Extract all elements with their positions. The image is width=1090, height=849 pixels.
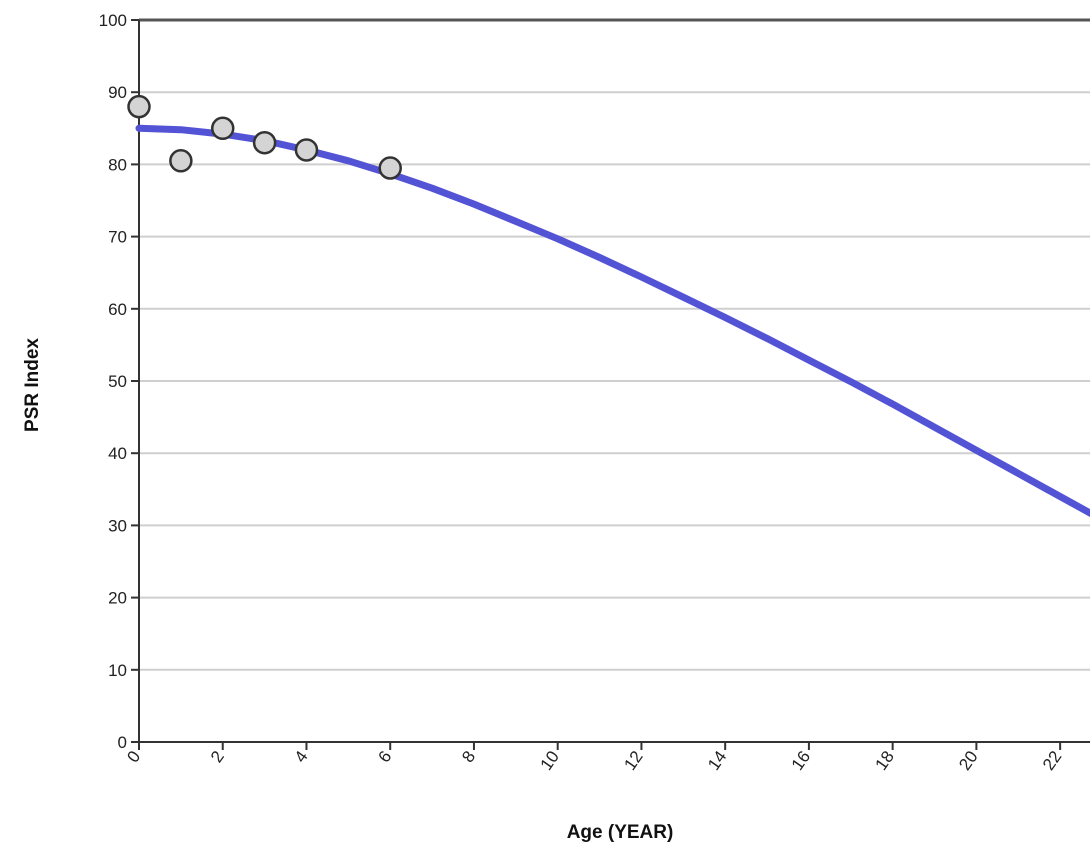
- data-point: [252, 130, 277, 155]
- x-axis-ticks: 0 2 4 6 8 10 12 14 16 18 20 22: [123, 742, 1065, 774]
- y-tick-label: 80: [108, 155, 127, 174]
- series-lines: [135, 124, 1090, 517]
- y-tick-label: 0: [118, 733, 127, 752]
- x-tick-label: 6: [374, 747, 395, 766]
- y-tick-label: 30: [108, 516, 127, 535]
- y-tick-label: 10: [108, 661, 127, 680]
- fit-curve: [135, 124, 1090, 517]
- x-tick-label: 16: [788, 747, 814, 773]
- y-tick-label: 20: [108, 589, 127, 608]
- x-tick-label: 0: [123, 747, 144, 766]
- y-axis-title: PSR Index: [22, 338, 43, 432]
- x-tick-label: 22: [1039, 747, 1065, 773]
- series-points: [127, 94, 402, 180]
- x-tick-label: 8: [458, 747, 479, 766]
- data-point: [294, 138, 319, 162]
- y-tick-label: 70: [108, 228, 127, 247]
- x-tick-label: 12: [620, 747, 646, 773]
- data-point: [378, 156, 402, 180]
- y-tick-label: 40: [108, 444, 127, 463]
- data-point: [127, 94, 151, 119]
- y-tick-label: 50: [108, 372, 127, 391]
- x-tick-label: 2: [207, 747, 228, 766]
- x-tick-label: 4: [291, 747, 312, 766]
- x-tick-label: 10: [537, 747, 563, 773]
- data-point: [169, 149, 193, 173]
- x-tick-label: 20: [955, 747, 981, 773]
- y-tick-label: 100: [99, 11, 127, 30]
- gridlines: [139, 91, 1090, 671]
- y-axis-ticks: 0 10 20 30 40 50 60 70 80 90 100: [99, 11, 139, 752]
- x-tick-label: 18: [872, 747, 898, 773]
- y-tick-label: 60: [108, 300, 127, 319]
- x-axis-title: Age (YEAR): [567, 822, 674, 843]
- y-tick-label: 90: [108, 83, 127, 102]
- x-tick-label: 14: [704, 747, 730, 773]
- data-point: [210, 116, 235, 141]
